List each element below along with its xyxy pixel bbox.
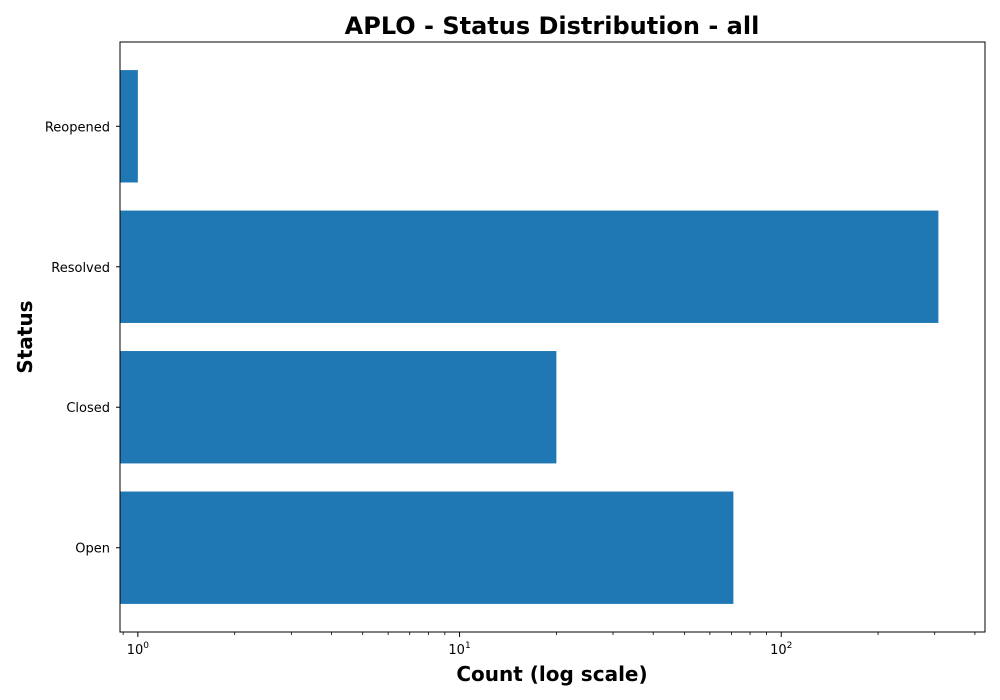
x-tick-exponent: 0 [143,641,149,651]
x-tick-label: 100 [127,641,150,658]
x-tick-exponent: 2 [787,641,793,651]
x-tick-label: 102 [770,641,792,658]
y-tick-label-reopened: Reopened [45,120,110,135]
y-tick-label-resolved: Resolved [51,261,110,276]
bar-closed [120,351,557,464]
bar-resolved [120,210,939,323]
y-axis-label: Status [13,300,37,373]
bar-open [120,491,734,604]
x-tick-base: 10 [770,643,787,658]
x-axis-ticks: 100 101 102 [122,632,976,658]
bar-reopened [120,70,138,183]
x-tick-base: 10 [448,643,465,658]
x-tick-label: 101 [448,641,470,658]
chart-title: APLO - Status Distribution - all [345,12,760,40]
y-axis-ticks: Open Closed Resolved Reopened [45,120,120,557]
bars-layer [120,70,939,604]
x-tick-base: 10 [127,643,144,658]
plot-frame [119,41,986,633]
y-tick-label-closed: Closed [66,401,110,416]
y-tick-label-open: Open [75,542,110,557]
x-tick-exponent: 1 [465,641,471,651]
x-axis-label: Count (log scale) [456,662,647,686]
